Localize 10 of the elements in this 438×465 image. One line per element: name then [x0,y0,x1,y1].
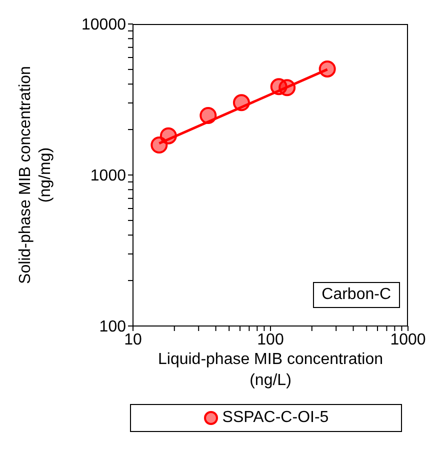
x-tick-label: 10 [124,331,142,348]
y-tick-label: 10000 [82,16,126,34]
y-axis-title: Solid-phase MIB concentration (ng/mg) [17,66,54,284]
x-tick-label: 100 [257,331,284,348]
legend-label: SSPAC-C-OI-5 [221,409,329,427]
x-axis-title: Liquid-phase MIB concentration (ng/L) [158,351,384,389]
x-tick-label: 1000 [390,331,426,348]
y-tick-label: 1000 [90,168,126,185]
annotation: Carbon-C [312,282,400,308]
y-tick-label: 100 [99,318,126,336]
